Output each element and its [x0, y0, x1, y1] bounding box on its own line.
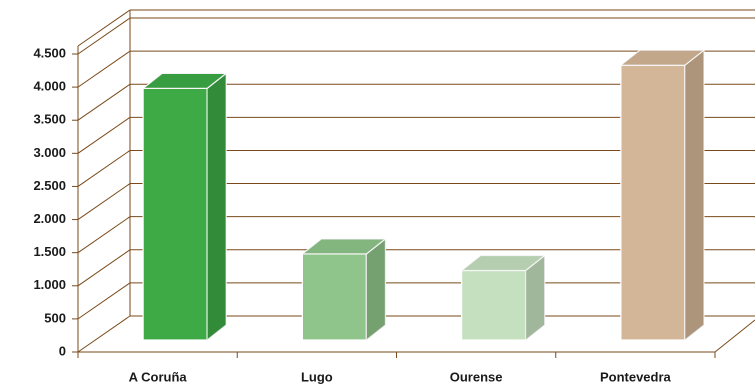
grid-line [77, 282, 131, 320]
y-tick-label: 2.500 [33, 178, 66, 193]
bar-top [300, 238, 388, 255]
bar-top-shade [302, 238, 386, 254]
y-tick-label: 4.000 [33, 79, 66, 94]
y-tick-label: 0 [59, 343, 66, 358]
bar-side-shade [207, 73, 227, 340]
grid-line [77, 216, 131, 254]
axis-line [77, 9, 131, 47]
bar-top [619, 49, 706, 66]
bar-top-shade [143, 73, 227, 89]
axis-line [77, 315, 131, 353]
bar-side-shade [525, 255, 545, 340]
bar-top-shade [461, 255, 545, 271]
y-tick-label: 2.000 [33, 211, 66, 226]
bar [461, 269, 527, 341]
grid-line [77, 150, 131, 187]
bar [142, 87, 208, 341]
x-tick-label: Pontevedra [600, 369, 672, 384]
grid-line [77, 183, 131, 220]
bar-top [459, 254, 547, 272]
y-tick-label: 3.500 [33, 112, 66, 127]
grid-line [77, 116, 131, 154]
y-tick-label: 500 [44, 310, 66, 325]
bar-side-shade [366, 238, 386, 340]
grid-line [77, 83, 131, 121]
x-tick-label: A Coruña [129, 369, 188, 384]
x-tick-label: Lugo [301, 369, 333, 384]
bar-side-shade [684, 50, 704, 341]
y-tick-label: 1.000 [33, 277, 66, 292]
bar [301, 253, 367, 341]
x-tick-label: Ourense [450, 369, 503, 384]
bar [620, 64, 686, 341]
grid-line [77, 249, 131, 287]
grid-line [77, 50, 131, 88]
axis-line [714, 319, 755, 353]
grid-line [77, 17, 131, 55]
bar-top [141, 72, 228, 89]
bar-top-shade [620, 50, 704, 66]
y-tick-label: 4.500 [33, 45, 66, 60]
y-tick-label: 1.500 [33, 244, 66, 259]
y-tick-label: 3.000 [33, 145, 66, 160]
